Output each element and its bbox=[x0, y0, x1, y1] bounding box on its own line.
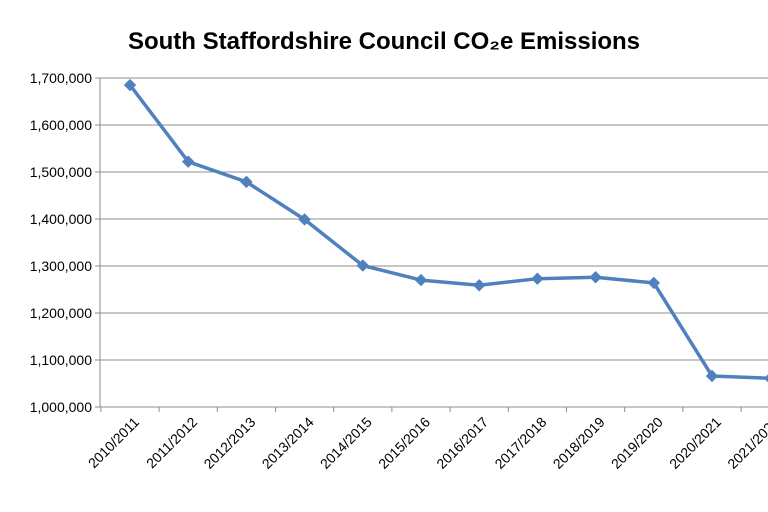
series-line bbox=[128, 83, 768, 380]
chart-title: South Staffordshire Council CO₂e Emissio… bbox=[127, 28, 641, 55]
data-point-marker bbox=[240, 175, 253, 189]
x-tick-label: 2012/2013 bbox=[200, 414, 258, 472]
data-point-marker bbox=[647, 276, 661, 290]
x-tick-label: 2019/2020 bbox=[608, 414, 666, 472]
data-point-marker bbox=[589, 271, 602, 284]
x-tick-label: 2020/2021 bbox=[666, 414, 724, 472]
x-tick-label: 2021/2022 bbox=[724, 414, 768, 472]
x-tick-label: 2014/2015 bbox=[317, 414, 375, 472]
data-point-marker bbox=[472, 279, 486, 292]
y-tick-label: 1,000,000 bbox=[30, 399, 92, 415]
y-tick-label: 1,700,000 bbox=[30, 70, 92, 86]
data-point-marker bbox=[531, 272, 544, 285]
x-tick-label: 2016/2017 bbox=[433, 414, 491, 472]
y-tick-label: 1,200,000 bbox=[30, 305, 92, 321]
data-point-marker bbox=[123, 78, 137, 92]
x-tick-label: 2018/2019 bbox=[550, 414, 608, 472]
data-point-marker bbox=[763, 374, 768, 383]
y-tick-label: 1,300,000 bbox=[30, 258, 92, 274]
x-tick-label: 2011/2012 bbox=[143, 414, 201, 472]
y-tick-label: 1,400,000 bbox=[30, 211, 92, 227]
x-tick-label: 2013/2014 bbox=[259, 414, 317, 472]
data-point-marker bbox=[298, 213, 311, 226]
y-tick-label: 1,100,000 bbox=[30, 352, 92, 368]
data-point-marker bbox=[705, 369, 719, 383]
x-tick-label: 2017/2018 bbox=[491, 414, 549, 472]
x-tick-label: 2010/2011 bbox=[85, 414, 143, 472]
data-point-marker bbox=[181, 155, 195, 168]
data-point-marker bbox=[414, 273, 428, 287]
data-point-marker bbox=[356, 259, 370, 272]
y-tick-label: 1,500,000 bbox=[30, 164, 92, 180]
x-tick-label: 2015/2016 bbox=[375, 414, 433, 472]
y-tick-label: 1,600,000 bbox=[30, 117, 92, 133]
